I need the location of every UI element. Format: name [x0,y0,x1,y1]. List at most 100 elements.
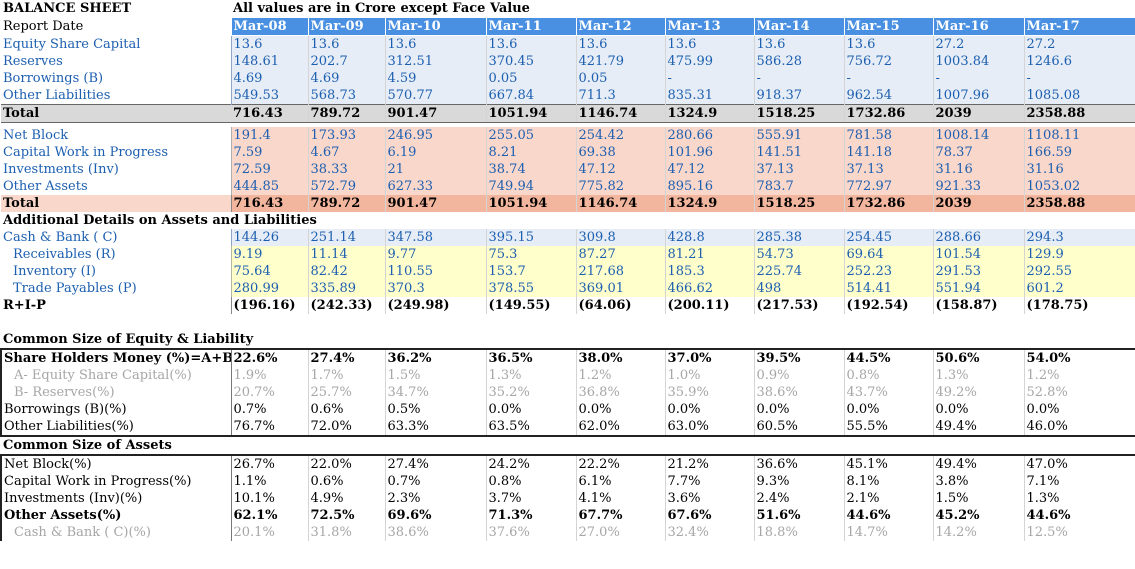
value-cell: 191.4 [230,126,309,144]
value-cell: 13.6 [753,35,845,53]
value-cell: 252.23 [843,262,934,280]
row-label: Capital Work in Progress [3,144,168,160]
value-cell: 81.21 [664,245,755,263]
value-cell: 13.6 [384,35,487,53]
year-header: Mar-15 [843,17,934,36]
units-note: All values are in Crore except Face Valu… [233,1,530,16]
value-cell: 280.99 [230,279,309,297]
value-cell: 1146.74 [575,194,666,212]
table-row: Borrowings (B)(%) 0.7% 0.6% 0.5% 0.0% 0.0% 0.0… [0,400,1135,418]
value-cell: 22.6% [230,347,309,367]
value-cell: 1053.02 [1023,177,1135,195]
value-cell: 43.7% [843,383,934,401]
value-cell: 395.15 [485,228,577,246]
value-cell: 71.3% [485,506,577,524]
value-cell: 2039 [933,104,1025,123]
table-row: Net Block 191.4 173.93 246.95 255.05 254.42 28… [1,126,1135,144]
value-cell: 69.6% [384,506,487,524]
table-row: Capital Work in Progress 7.59 4.67 6.19 8.21… [1,143,1135,161]
value-cell: 783.7 [753,177,845,195]
value-cell: 13.6 [230,35,309,53]
value-cell: 1.9% [230,366,309,384]
value-cell: 47.12 [575,160,666,178]
value-cell: 110.55 [384,262,487,280]
value-cell: 4.69 [230,70,309,87]
value-cell: 4.59 [384,70,487,87]
value-cell: 756.72 [843,53,934,70]
value-cell: 11.14 [307,245,386,263]
value-cell: 50.6% [932,347,1025,367]
value-cell: 72.5% [307,506,386,524]
row-label: Investments (Inv)(%) [0,489,231,507]
value-cell: 31.16 [1023,160,1135,178]
row-label: Other Liabilities [3,88,111,103]
value-cell: 0.0% [485,400,577,418]
section-title: Common Size of Assets [1,436,1135,455]
value-cell: 711.3 [575,87,666,105]
row-label: Net Block(%) [0,453,231,473]
value-cell: 901.47 [384,194,487,212]
value-cell: 45.2% [932,506,1025,524]
value-cell: (178.75) [1023,296,1135,314]
row-label: Borrowings (B) [3,71,104,86]
value-cell: 921.33 [932,177,1025,195]
value-cell: 0.8% [843,366,934,384]
value-cell: (149.55) [485,296,577,314]
value-cell: 49.4% [932,453,1025,473]
table-row: Net Block(%) 26.7% 22.0% 27.4% 24.2% 22.2% 21.… [0,453,1135,473]
value-cell: 54.73 [753,245,845,263]
value-cell: 101.54 [932,245,1025,263]
value-cell: 63.5% [485,417,577,437]
value-cell: 309.8 [575,228,666,246]
table-row: Borrowings (B) 4.69 4.69 4.59 0.05 0.05- - - - - [1,70,1135,87]
value-cell: 1.3% [932,366,1025,384]
value-cell: 69.64 [843,245,934,263]
value-cell: 1.0% [664,366,755,384]
row-label: Other Liabilities(%) [0,417,231,437]
value-cell: 0.6% [307,400,386,418]
value-cell: 9.77 [384,245,487,263]
value-cell: 45.1% [843,453,934,473]
value-cell: 44.6% [843,506,934,524]
value-cell: 217.68 [575,262,666,280]
value-cell: 1732.86 [844,104,934,123]
value-cell: 254.45 [843,228,934,246]
value-cell: 55.5% [843,417,934,437]
value-cell: 27.4% [307,347,386,367]
year-header: Mar-08 [230,17,309,36]
value-cell: 78.37 [932,143,1025,161]
value-cell: 21 [384,160,487,178]
table-row: Cash & Bank ( C)(%) 20.1% 31.8% 38.6% 37.6% 2… [0,523,1135,541]
year-header: Mar-12 [575,17,666,36]
page-title: BALANCE SHEET [3,1,132,17]
value-cell: 2.4% [753,489,845,507]
value-cell: 36.8% [575,383,666,401]
table-row: Equity Share Capital 13.6 13.6 13.6 13.6 13.6… [1,35,1135,53]
section-title: Common Size of Equity & Liability [1,331,1135,349]
value-cell: 2358.88 [1024,104,1135,123]
section-title-text: Additional Details on Assets and Liabili… [3,212,317,228]
value-cell: 781.58 [843,126,934,144]
value-cell: 21.2% [664,453,755,473]
value-cell: 1.5% [384,366,487,384]
value-cell: 76.7% [230,417,309,437]
value-cell: 22.2% [575,453,666,473]
value-cell: 67.7% [575,506,666,524]
value-cell: 13.6 [843,35,934,53]
value-cell: 44.5% [843,347,934,367]
row-label: Share Holders Money (%)=A+B [0,347,231,367]
value-cell: 35.9% [664,383,755,401]
year-header: Mar-16 [932,17,1025,36]
section-title-text: Common Size of Assets [3,437,172,453]
value-cell: 37.13 [843,160,934,178]
section-title-text: Common Size of Equity & Liability [3,331,254,347]
value-cell: 772.97 [843,177,934,195]
value-cell: 173.93 [307,126,386,144]
value-cell: 32.4% [664,523,755,541]
value-cell: 789.72 [308,104,386,123]
value-cell: 4.1% [575,489,666,507]
value-cell: 1085.08 [1023,87,1135,105]
spacer-row [1,314,1135,331]
value-cell: 1.2% [1023,366,1135,384]
balance-sheet-table: BALANCE SHEET All values are in Crore exc… [0,1,1135,541]
